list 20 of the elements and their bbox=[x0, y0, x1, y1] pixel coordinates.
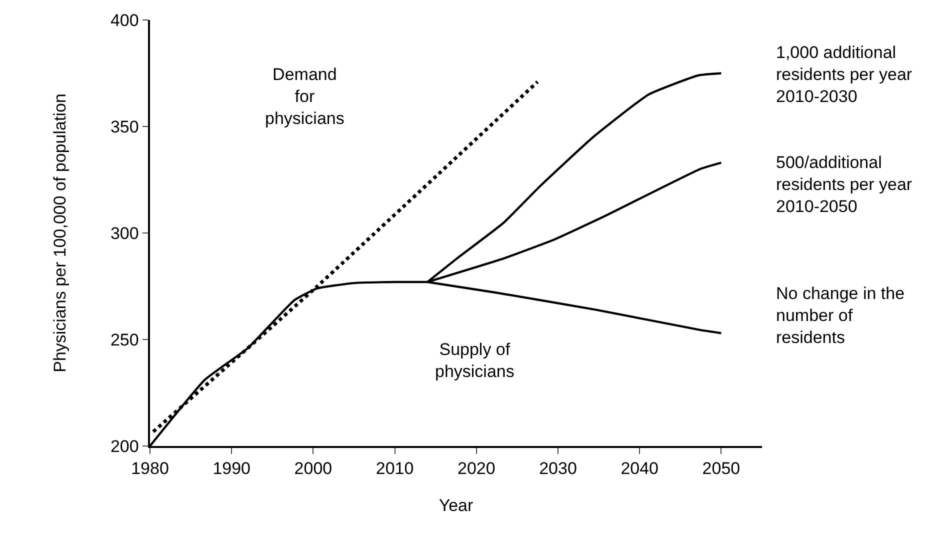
annotation: Supply of physicians bbox=[435, 340, 514, 382]
y-tick-label: 350 bbox=[110, 117, 139, 136]
x-tick-label: 1980 bbox=[131, 459, 169, 478]
text: 1,000 additional residents per year 2010-2030 bbox=[776, 43, 912, 106]
x-tick-label: 2000 bbox=[294, 459, 332, 478]
x-tick-label: 1990 bbox=[212, 459, 251, 478]
y-tick-label: 250 bbox=[110, 330, 139, 350]
x-tick-label: 2020 bbox=[457, 459, 496, 478]
y-axis-title: Physicians per 100,000 of population bbox=[50, 94, 70, 372]
x-tick-label: 2010 bbox=[376, 459, 414, 478]
text: 500/additional residents per year 2010-2050 bbox=[776, 153, 912, 216]
x-tick-label: 2050 bbox=[702, 459, 740, 478]
x-tick-label: 2030 bbox=[539, 459, 577, 478]
y-tick-label: 200 bbox=[110, 436, 139, 456]
annotation: Demand for physicians bbox=[265, 65, 344, 128]
y-tick-label: 400 bbox=[110, 10, 139, 30]
x-tick-label: 2040 bbox=[620, 459, 659, 478]
y-tick-label: 300 bbox=[110, 224, 139, 243]
x-axis-title: Year bbox=[438, 496, 474, 516]
text: No change in the number of residents bbox=[776, 284, 905, 348]
